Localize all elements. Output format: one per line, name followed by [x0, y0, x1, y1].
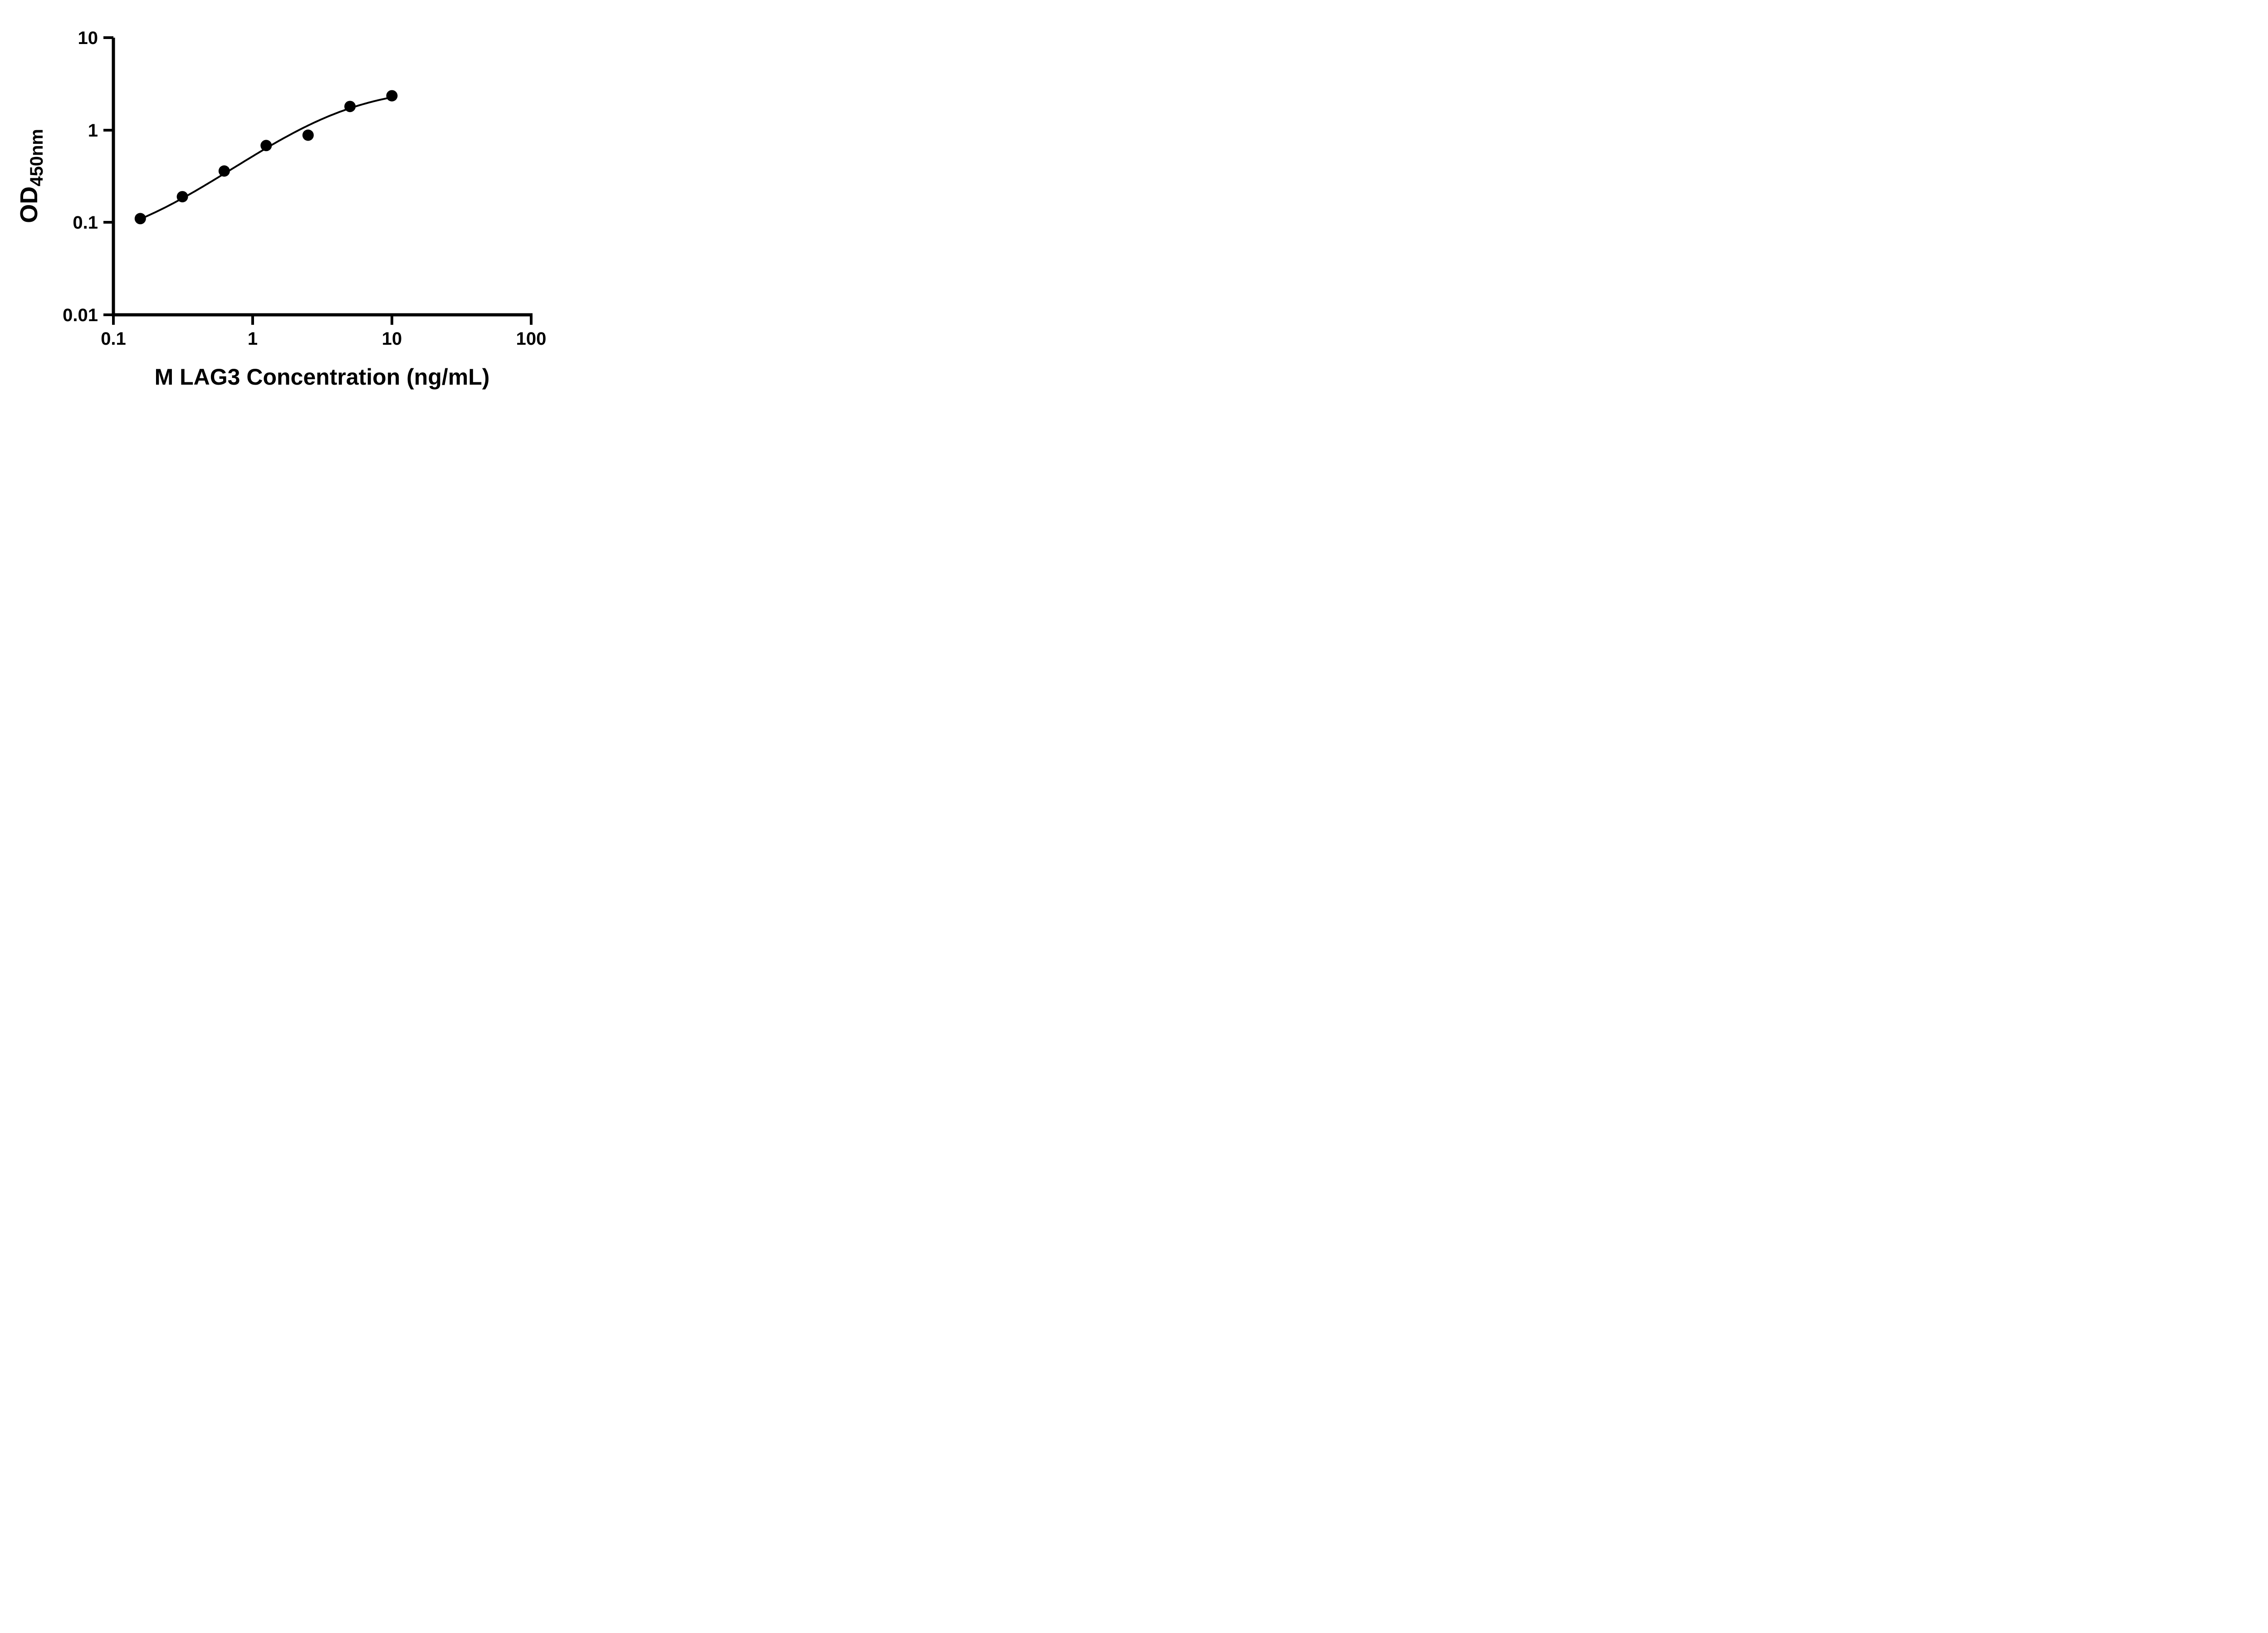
x-axis-title: M LAG3 Concentration (ng/mL): [155, 364, 490, 390]
y-tick-label: 0.1: [73, 213, 98, 233]
data-point: [344, 101, 356, 112]
x-tick-label: 0.1: [101, 329, 126, 349]
y-axis-title-subscript: 450nm: [27, 129, 47, 186]
data-point: [218, 165, 230, 177]
plot-layer: [134, 90, 398, 225]
x-tick-label: 100: [516, 329, 547, 349]
y-tick-label: 1: [88, 121, 98, 141]
y-tick-label: 10: [78, 28, 98, 48]
data-point: [176, 191, 188, 203]
y-axis-title-main: OD: [15, 186, 43, 223]
x-tick-label: 10: [382, 329, 402, 349]
axes: [112, 38, 533, 317]
y-tick-label: 0.01: [63, 305, 98, 325]
elisa-standard-curve-figure: 0.1 1 10 100 10 1 0.1 0.01 M LAG3 Concen…: [0, 0, 583, 408]
data-point: [302, 129, 314, 141]
y-axis-title: OD450nm: [15, 129, 47, 223]
data-point: [260, 140, 272, 152]
data-point: [134, 213, 146, 225]
x-tick-label: 1: [248, 329, 258, 349]
standard-curve-chart: 0.1 1 10 100 10 1 0.1 0.01 M LAG3 Concen…: [15, 28, 547, 390]
data-point: [386, 90, 398, 102]
fit-curve: [140, 96, 392, 220]
